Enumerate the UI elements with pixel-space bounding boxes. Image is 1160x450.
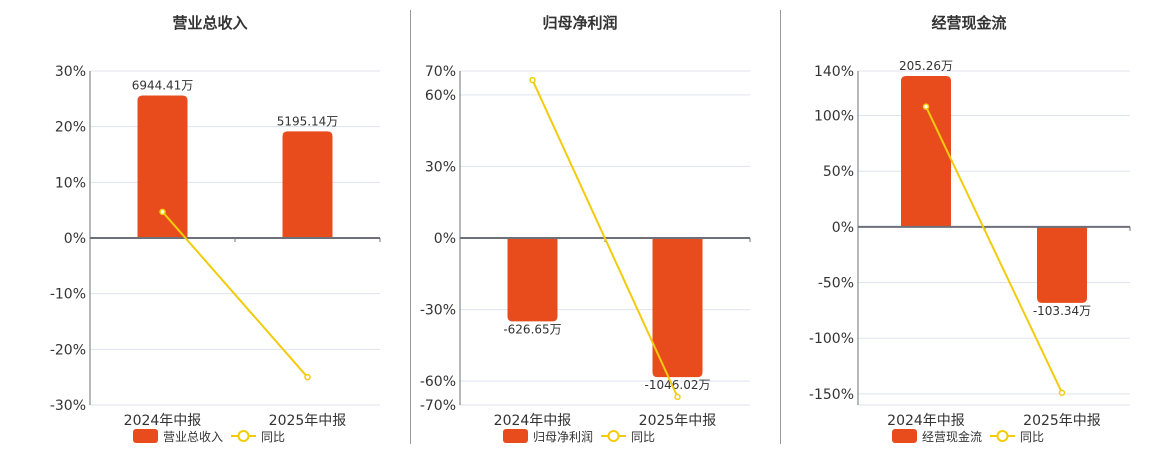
y-tick-label: -10%	[50, 287, 86, 303]
legend-bar-swatch	[503, 429, 528, 443]
y-tick-label: -70%	[420, 398, 456, 414]
legend-line-marker	[996, 430, 1009, 442]
bar	[652, 238, 703, 378]
bar	[507, 238, 558, 322]
legend-bar-label: 营业总收入	[163, 430, 223, 444]
y-tick-label: -150%	[809, 387, 854, 403]
chart-panel-2: 归母净利润 70% 60% 30% 0% -30% -60% -70% -626.65万 -104…	[420, 14, 751, 444]
bar-data-label: 6944.41万	[132, 79, 194, 93]
y-tick-label: -100%	[809, 331, 854, 347]
legend-line-label: 同比	[631, 430, 655, 444]
y-tick-label: 0%	[434, 231, 456, 247]
legend-bar-label: 经营现金流	[922, 429, 982, 444]
legend-line-marker	[607, 430, 620, 442]
y-tick-label: 30%	[55, 64, 86, 80]
x-tick-label: 2024年中报	[124, 413, 202, 429]
panel-divider	[410, 10, 411, 444]
y-tick-label: 60%	[425, 88, 456, 104]
y-tick-label: 0%	[832, 220, 854, 236]
bar	[901, 75, 951, 227]
y-tick-label: 140%	[814, 64, 854, 80]
chart-panel-3: 经营现金流 140% 100% 50% 0% -50% -100% -150% 205.26万 -…	[809, 14, 1131, 444]
bar-data-label: 5195.14万	[277, 114, 339, 128]
legend-line-label: 同比	[1020, 430, 1044, 444]
yoy-line	[531, 79, 679, 398]
legend-line-label: 同比	[261, 430, 285, 444]
bar-data-label: -103.34万	[1033, 304, 1091, 318]
chart-title: 营业总收入	[172, 14, 247, 32]
x-tick-label: 2025年中报	[1023, 413, 1101, 429]
x-tick-label: 2024年中报	[887, 413, 965, 429]
legend-bar-swatch	[892, 429, 917, 443]
legend-bar-label: 归母净利润	[533, 430, 593, 444]
x-tick-label: 2025年中报	[639, 413, 717, 429]
yoy-point	[529, 76, 536, 84]
y-tick-label: 100%	[814, 109, 854, 125]
legend-bar-swatch	[133, 429, 158, 443]
bar-data-label: 205.26万	[899, 59, 953, 73]
y-tick-label: 50%	[823, 164, 854, 180]
bar	[282, 131, 333, 238]
panel-divider	[780, 10, 781, 444]
x-tick-label: 2025年中报	[269, 413, 347, 429]
y-tick-label: -50%	[818, 276, 854, 292]
y-tick-label: 0%	[64, 231, 86, 247]
y-tick-label: 10%	[55, 175, 86, 191]
yoy-line	[161, 211, 309, 378]
yoy-point	[1058, 389, 1066, 397]
y-tick-label: -60%	[420, 374, 456, 390]
chart-title: 经营现金流	[931, 14, 1006, 32]
x-tick-label: 2024年中报	[494, 413, 572, 429]
bar	[1037, 226, 1087, 303]
legend-line-marker	[237, 430, 250, 442]
yoy-point	[674, 393, 681, 401]
chart-panel-1: 营业总收入 30% 20% 10% 0% -10% -20% -30% 6944.41万 5195…	[50, 14, 381, 444]
bar-data-label: -1046.02万	[645, 378, 711, 392]
bar	[137, 95, 188, 238]
yoy-point	[304, 373, 311, 381]
y-tick-label: 70%	[425, 64, 456, 80]
y-tick-label: -20%	[50, 342, 86, 358]
y-tick-label: -30%	[50, 398, 86, 414]
yoy-point	[159, 208, 166, 216]
y-tick-label: 30%	[425, 159, 456, 175]
y-tick-label: 20%	[55, 120, 86, 136]
yoy-point	[922, 103, 930, 110]
y-tick-label: -30%	[420, 303, 456, 319]
chart-title: 归母净利润	[542, 14, 617, 32]
yoy-line	[925, 106, 1063, 394]
bar-data-label: -626.65万	[503, 322, 561, 336]
